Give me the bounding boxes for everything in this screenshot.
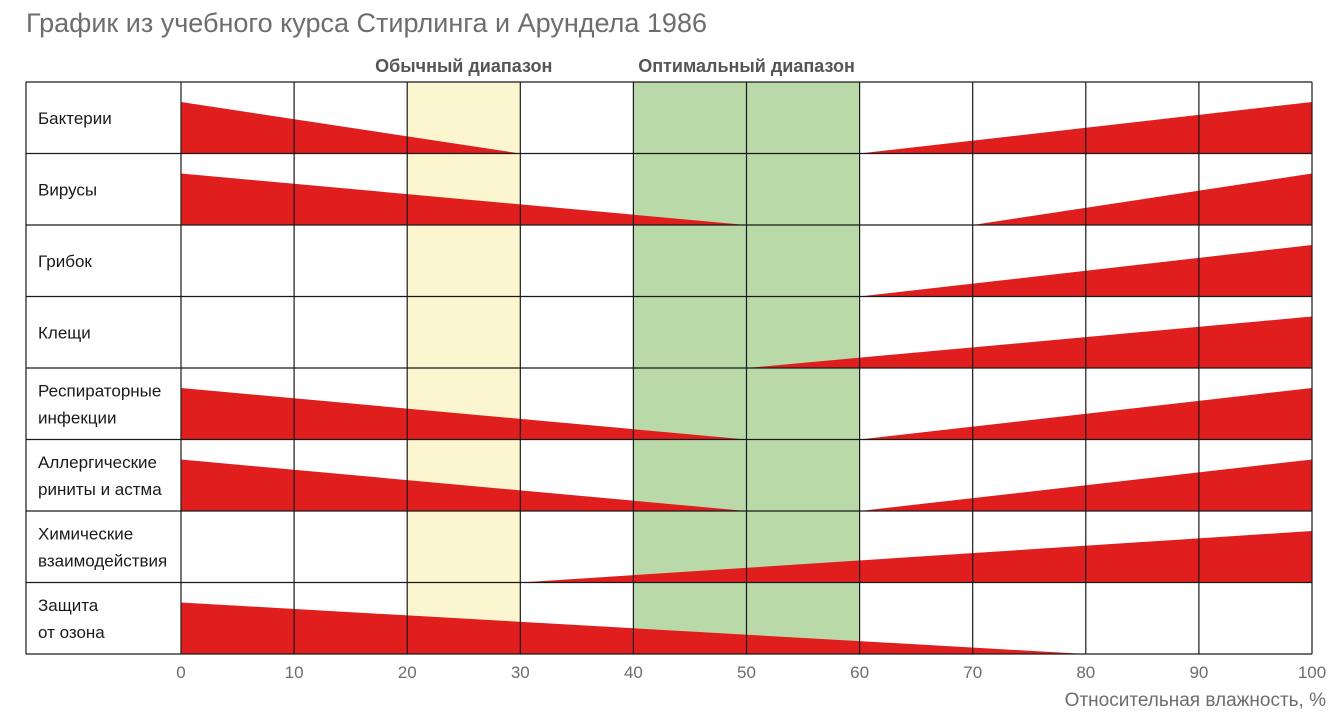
wedge-high-row-4	[746, 316, 1312, 368]
x-axis-title: Относительная влажность, %	[1065, 690, 1326, 711]
x-tick-label-100: 100	[1298, 663, 1326, 682]
row-label-5-line-2: инфекции	[38, 408, 117, 427]
row-label-7-line-2: взаимодействия	[38, 551, 167, 570]
row-label-6-line-2: риниты и астма	[38, 480, 162, 499]
x-tick-label-30: 30	[511, 663, 530, 682]
wedge-low-row-2	[181, 173, 747, 225]
x-tick-label-10: 10	[285, 663, 304, 682]
row-label-6-line-1: Аллергические	[38, 453, 157, 472]
x-tick-label-20: 20	[398, 663, 417, 682]
wedge-low-row-5	[181, 388, 747, 440]
x-tick-label-60: 60	[850, 663, 869, 682]
row-label-4: Клещи	[38, 323, 91, 342]
x-tick-label-70: 70	[963, 663, 982, 682]
row-label-3: Грибок	[38, 252, 92, 271]
x-tick-label-0: 0	[176, 663, 185, 682]
wedge-high-row-7	[520, 531, 1312, 583]
row-label-1: Бактерии	[38, 109, 112, 128]
wedge-high-row-2	[972, 173, 1312, 225]
row-label-2: Вирусы	[38, 180, 97, 199]
row-label-8-line-2: от озона	[38, 623, 105, 642]
row-label-5-line-1: Респираторные	[38, 381, 161, 400]
x-tick-label-90: 90	[1189, 663, 1208, 682]
x-tick-label-80: 80	[1076, 663, 1095, 682]
chart-title: График из учебного курса Стирлинга и Ару…	[26, 8, 707, 38]
x-tick-label-40: 40	[624, 663, 643, 682]
wedge-low-row-6	[181, 459, 747, 511]
wedge-low-row-1	[181, 102, 521, 154]
range-band-label-1: Обычный диапазон	[375, 56, 552, 76]
range-band-label-2: Оптимальный диапазон	[638, 56, 855, 76]
x-tick-label-50: 50	[737, 663, 756, 682]
row-label-7-line-1: Химические	[38, 524, 133, 543]
row-label-8-line-1: Защита	[38, 596, 99, 615]
